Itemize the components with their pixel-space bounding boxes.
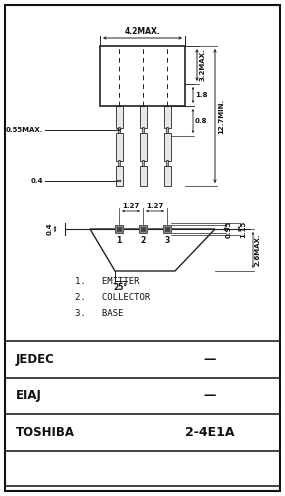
Text: 3.2MAX.: 3.2MAX.: [200, 49, 206, 81]
Bar: [115, 106, 123, 128]
Bar: [100, 46, 185, 106]
Bar: [141, 227, 145, 231]
Bar: [139, 106, 146, 128]
Bar: [164, 133, 170, 161]
Text: 1.27: 1.27: [146, 203, 164, 209]
Text: 1.27: 1.27: [122, 203, 140, 209]
Text: 2: 2: [141, 236, 146, 245]
Text: 4.2MAX.: 4.2MAX.: [125, 27, 160, 36]
Polygon shape: [90, 229, 215, 271]
Text: TOSHIBA: TOSHIBA: [16, 427, 75, 439]
Bar: [165, 227, 169, 231]
Text: 1: 1: [116, 236, 122, 245]
Text: 1.15: 1.15: [240, 220, 246, 238]
Text: 2.6MAX.: 2.6MAX.: [254, 234, 260, 266]
Bar: [163, 225, 171, 233]
Bar: [115, 133, 123, 161]
Text: 25°: 25°: [113, 283, 127, 292]
Bar: [139, 225, 147, 233]
Text: 2-4E1A: 2-4E1A: [185, 427, 235, 439]
Bar: [115, 166, 123, 186]
Text: 0.4: 0.4: [30, 178, 43, 184]
Text: 3: 3: [164, 236, 170, 245]
Bar: [164, 166, 170, 186]
Bar: [139, 166, 146, 186]
Text: 0.8: 0.8: [195, 118, 207, 124]
Text: —: —: [204, 389, 216, 402]
Bar: [142, 127, 144, 133]
Bar: [164, 106, 170, 128]
Text: JEDEC: JEDEC: [16, 354, 55, 367]
Text: 12.7MIN.: 12.7MIN.: [218, 98, 224, 133]
Bar: [117, 227, 121, 231]
Text: EIAJ: EIAJ: [16, 389, 42, 402]
Bar: [142, 160, 144, 166]
Bar: [166, 127, 168, 133]
Text: 1.   EMITTER: 1. EMITTER: [75, 276, 139, 286]
Bar: [118, 160, 120, 166]
Text: 1.8: 1.8: [195, 92, 207, 98]
Text: 0.55MAX.: 0.55MAX.: [5, 127, 43, 133]
Bar: [115, 225, 123, 233]
Text: 0.4: 0.4: [47, 223, 53, 235]
Bar: [139, 133, 146, 161]
Text: —: —: [204, 354, 216, 367]
Text: 0.95: 0.95: [226, 220, 232, 238]
Bar: [166, 160, 168, 166]
Bar: [118, 127, 120, 133]
Text: 3.   BASE: 3. BASE: [75, 309, 123, 317]
Text: 2.   COLLECTOR: 2. COLLECTOR: [75, 293, 150, 302]
